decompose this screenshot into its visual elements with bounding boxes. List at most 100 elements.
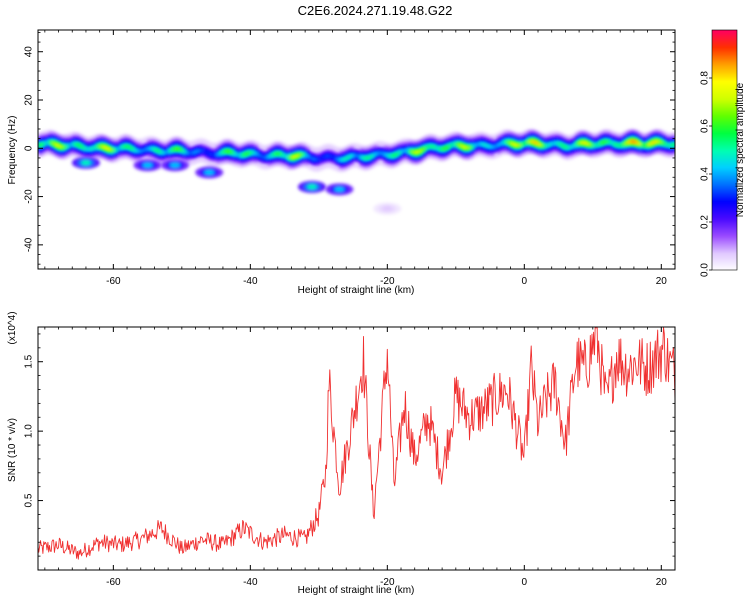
colorbar-cell bbox=[712, 162, 737, 165]
colorbar-cell bbox=[712, 170, 737, 173]
colorbar-cell bbox=[712, 180, 737, 183]
spectrogram-cell bbox=[212, 154, 217, 156]
spectrogram-cell bbox=[421, 148, 426, 150]
spectrogram-cell bbox=[89, 147, 94, 150]
spectrogram-cell bbox=[123, 145, 128, 148]
snr-series-line bbox=[38, 327, 675, 560]
snr-x-tick-label: -40 bbox=[243, 577, 258, 588]
colorbar-ticks: 0.0 0.2 0.4 0.6 0.8 bbox=[700, 71, 712, 277]
spectrogram-cell bbox=[109, 149, 114, 151]
colorbar-cell bbox=[712, 264, 737, 267]
spectrogram-x-axis-label: Height of straight line (km) bbox=[298, 285, 415, 296]
spectrogram-cell bbox=[486, 145, 491, 148]
spectrogram-cell bbox=[359, 156, 364, 159]
spectrogram-cell bbox=[609, 142, 614, 144]
colorbar-cell bbox=[712, 228, 737, 231]
spectrogram-cell bbox=[613, 143, 618, 146]
spectrogram-cell bbox=[250, 151, 255, 154]
spectrogram-cell bbox=[380, 152, 385, 155]
spectrogram-secondary-feature bbox=[195, 166, 224, 179]
spectrogram-cell bbox=[106, 148, 111, 150]
spectrogram-cell bbox=[445, 146, 450, 149]
spectrogram-cell bbox=[589, 144, 594, 146]
spectrogram-cell bbox=[257, 154, 262, 157]
colorbar-cell bbox=[712, 136, 737, 139]
spectrogram-cell bbox=[538, 143, 543, 146]
colorbar-cell bbox=[712, 50, 737, 53]
spectrogram-cell bbox=[229, 151, 234, 154]
colorbar-cell bbox=[712, 206, 737, 209]
spectrogram-cell bbox=[322, 156, 327, 158]
spectrogram-cell bbox=[568, 146, 573, 148]
colorbar-cell bbox=[712, 104, 737, 107]
spectrogram-cell bbox=[185, 152, 190, 154]
colorbar-cell bbox=[712, 242, 737, 245]
spectrogram-cell bbox=[85, 148, 90, 151]
colorbar-cell bbox=[712, 210, 737, 213]
spectrogram-cell bbox=[541, 145, 546, 147]
spectrogram-blob bbox=[80, 160, 91, 166]
spectrogram-cell bbox=[246, 152, 251, 154]
colorbar-cell bbox=[712, 262, 737, 265]
spectrogram-cell bbox=[623, 142, 628, 145]
spectrogram-band-layer bbox=[38, 140, 675, 161]
spectrogram-cell bbox=[51, 142, 56, 145]
spectrogram-cell bbox=[58, 145, 63, 148]
spectrogram-cell bbox=[274, 152, 279, 155]
spectrogram-cell bbox=[442, 147, 447, 150]
spectrogram-cell bbox=[431, 146, 436, 148]
snr-y-tick-label: 1.0 bbox=[24, 424, 35, 438]
spectrogram-cell bbox=[144, 148, 149, 151]
colorbar-cell bbox=[712, 38, 737, 41]
spectrogram-cell bbox=[517, 144, 522, 147]
spectrogram-x-tick-label: -60 bbox=[106, 276, 121, 287]
colorbar-tick-label: 0.4 bbox=[700, 167, 711, 181]
colorbar-cell bbox=[712, 172, 737, 175]
spectrogram-cell bbox=[140, 149, 145, 152]
colorbar-cell bbox=[712, 218, 737, 221]
spectrogram-cell bbox=[514, 144, 519, 146]
colorbar-cell bbox=[712, 134, 737, 137]
spectrogram-secondary-feature bbox=[71, 156, 100, 169]
colorbar-cell bbox=[712, 146, 737, 149]
spectrogram-cell bbox=[298, 153, 303, 156]
colorbar-cell bbox=[712, 250, 737, 253]
snr-x-tick-label: 20 bbox=[656, 577, 668, 588]
colorbar: 0.0 0.2 0.4 0.6 0.8 Normalized spectral ampl… bbox=[700, 29, 746, 277]
spectrogram-cell bbox=[544, 144, 549, 147]
colorbar-cell bbox=[712, 200, 737, 203]
snr-x-tick-label: 0 bbox=[522, 577, 528, 588]
spectrogram-cell bbox=[192, 151, 197, 154]
spectrogram-cell bbox=[209, 153, 214, 156]
spectrogram-cell bbox=[603, 140, 608, 143]
colorbar-cell bbox=[712, 222, 737, 225]
spectrogram-cell bbox=[267, 155, 272, 158]
spectrogram-x-tick-label: -40 bbox=[243, 276, 258, 287]
spectrogram-cell bbox=[452, 143, 457, 145]
colorbar-cell bbox=[712, 190, 737, 193]
colorbar-cell bbox=[712, 130, 737, 133]
spectrogram-secondary-feature bbox=[373, 202, 402, 215]
spectrogram-cell bbox=[531, 140, 536, 143]
colorbar-cell bbox=[712, 160, 737, 163]
colorbar-cell bbox=[712, 246, 737, 249]
colorbar-cell bbox=[712, 208, 737, 211]
spectrogram-cell bbox=[558, 143, 563, 146]
colorbar-frame bbox=[711, 29, 738, 271]
spectrogram-cell bbox=[157, 150, 162, 153]
colorbar-cell bbox=[712, 126, 737, 129]
colorbar-cell bbox=[712, 102, 737, 105]
spectrogram-cell bbox=[561, 145, 567, 148]
spectrogram-cell bbox=[503, 141, 508, 143]
colorbar-cell bbox=[712, 54, 737, 57]
spectrogram-cell bbox=[500, 142, 505, 144]
spectrogram-cell bbox=[305, 155, 310, 157]
snr-plot-area bbox=[38, 327, 675, 570]
colorbar-cell bbox=[712, 52, 737, 55]
spectrogram-cell bbox=[356, 155, 361, 158]
spectrogram-cell bbox=[281, 154, 286, 156]
colorbar-cell bbox=[712, 168, 737, 171]
spectrogram-cell bbox=[479, 143, 484, 145]
colorbar-cell bbox=[712, 100, 737, 103]
spectrogram-blob bbox=[204, 169, 215, 175]
